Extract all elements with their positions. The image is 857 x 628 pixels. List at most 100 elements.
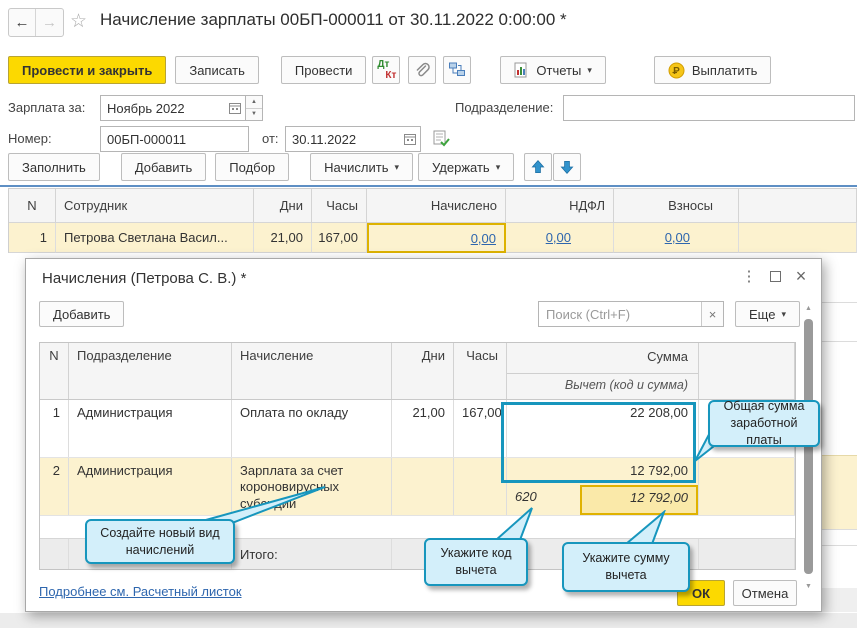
table-row[interactable]: 2 Администрация Зарплата за счет коронов… xyxy=(40,458,795,516)
totals-label-cell: Итого: xyxy=(232,539,392,569)
clear-search-icon[interactable]: × xyxy=(701,302,723,326)
contrib-link[interactable]: 0,00 xyxy=(664,230,690,245)
days-cell[interactable]: 21,00 xyxy=(392,400,454,457)
accrual-cell[interactable]: Оплата по окладу xyxy=(232,400,392,457)
payslip-link[interactable]: Подробнее см. Расчетный листок xyxy=(39,584,242,599)
calendar-icon[interactable] xyxy=(225,96,245,120)
dialog-title: Начисления (Петрова С. В.) * xyxy=(42,270,247,287)
withhold-button[interactable]: Удержать ▾ xyxy=(418,153,515,181)
col-header-hours[interactable]: Часы xyxy=(312,189,367,223)
col-header-employee[interactable]: Сотрудник xyxy=(56,189,254,223)
deduction-sum-cell[interactable] xyxy=(580,427,698,457)
more-button[interactable]: Еще ▾ xyxy=(735,301,800,327)
days-cell[interactable] xyxy=(392,458,454,515)
salary-period-input[interactable] xyxy=(101,96,225,120)
pick-button[interactable]: Подбор xyxy=(215,153,290,181)
number-input[interactable] xyxy=(101,127,248,151)
search-input[interactable] xyxy=(539,302,701,326)
col-header-n[interactable]: N xyxy=(40,343,69,399)
department-cell[interactable]: Администрация xyxy=(69,400,232,457)
accrued-cell-selected[interactable]: 0,00 xyxy=(367,223,506,253)
chevron-down-icon: ▾ xyxy=(587,64,592,75)
hours-cell[interactable]: 167,00 xyxy=(312,223,367,253)
hours-cell[interactable]: 167,00 xyxy=(454,400,507,457)
row-number-cell[interactable]: 2 xyxy=(40,458,69,515)
post-and-close-button[interactable]: Провести и закрыть xyxy=(8,56,167,84)
pay-button[interactable]: Р Выплатить xyxy=(653,56,772,84)
date-input[interactable] xyxy=(286,127,400,151)
close-icon[interactable]: × xyxy=(795,265,807,286)
post-button[interactable]: Провести xyxy=(280,56,367,84)
employees-table: N Сотрудник Дни Часы Начислено НДФЛ Взно… xyxy=(8,188,857,253)
col-header-contrib[interactable]: Взносы xyxy=(614,189,739,223)
number-field[interactable] xyxy=(100,126,249,152)
maximize-box xyxy=(769,270,781,282)
more-menu-icon[interactable]: ⋮ xyxy=(741,268,757,285)
salary-period-field[interactable] xyxy=(100,95,246,121)
contrib-cell[interactable]: 0,00 xyxy=(614,223,739,253)
department-cell[interactable]: Администрация xyxy=(69,458,232,515)
col-header-hours[interactable]: Часы xyxy=(454,343,507,399)
payslip-link-text[interactable]: Подробнее см. Расчетный листок xyxy=(39,584,242,599)
period-stepper[interactable]: ▲ ▼ xyxy=(246,95,263,121)
ndfl-cell[interactable]: 0,00 xyxy=(506,223,614,253)
ndfl-link[interactable]: 0,00 xyxy=(545,230,571,245)
accrued-link[interactable]: 0,00 xyxy=(470,230,496,246)
totals-filler-cell xyxy=(699,539,795,569)
col-header-accrued[interactable]: Начислено xyxy=(367,189,506,223)
create-based-on-button[interactable] xyxy=(432,129,450,150)
table-row[interactable]: 1 Петрова Светлана Васил... 21,00 167,00… xyxy=(9,223,857,253)
days-cell[interactable]: 21,00 xyxy=(254,223,312,253)
deduction-sum-cell-selected[interactable]: 12 792,00 xyxy=(579,485,698,515)
move-down-button[interactable] xyxy=(553,153,582,181)
department-field[interactable] xyxy=(563,95,855,121)
deduction-code-cell[interactable] xyxy=(507,427,580,457)
save-button[interactable]: Записать xyxy=(175,56,259,84)
structure-button[interactable] xyxy=(443,56,472,84)
scroll-down-icon[interactable]: ▼ xyxy=(805,582,812,590)
svg-text:Р: Р xyxy=(673,66,680,77)
row-filler-cell xyxy=(699,458,795,515)
reports-button[interactable]: Отчеты ▾ xyxy=(500,56,606,84)
attachments-button[interactable] xyxy=(408,56,437,84)
forward-icon[interactable]: → xyxy=(42,14,57,31)
col-header-sum[interactable]: Сумма Вычет (код и сумма) xyxy=(507,343,699,399)
accrue-label: Начислить xyxy=(324,159,389,175)
back-icon[interactable]: ← xyxy=(9,9,36,36)
sum-value[interactable]: 12 792,00 xyxy=(630,463,688,478)
cancel-button[interactable]: Отмена xyxy=(733,580,797,606)
callout-total-salary: Общая сумма заработной платы xyxy=(708,399,820,447)
move-up-button[interactable] xyxy=(524,153,553,181)
col-header-days[interactable]: Дни xyxy=(254,189,312,223)
sum-value[interactable]: 22 208,00 xyxy=(630,405,688,420)
deduction-code-cell[interactable]: 620 xyxy=(515,489,537,504)
scroll-up-icon[interactable]: ▲ xyxy=(805,304,812,312)
col-header-days[interactable]: Дни xyxy=(392,343,454,399)
dialog-add-button[interactable]: Добавить xyxy=(39,301,125,327)
calendar-icon[interactable] xyxy=(400,127,420,151)
maximize-icon[interactable] xyxy=(764,265,786,287)
row-number-cell[interactable]: 1 xyxy=(9,223,56,253)
step-down-icon[interactable]: ▼ xyxy=(251,111,257,118)
col-header-department[interactable]: Подразделение xyxy=(69,343,232,399)
withhold-label: Удержать xyxy=(432,159,490,175)
col-header-accrual[interactable]: Начисление xyxy=(232,343,392,399)
table-row[interactable]: 1 Администрация Оплата по окладу 21,00 1… xyxy=(40,400,795,458)
step-up-icon[interactable]: ▲ xyxy=(246,96,262,109)
employee-cell[interactable]: Петрова Светлана Васил... xyxy=(56,223,254,253)
row-number-cell[interactable]: 1 xyxy=(40,400,69,457)
col-header-ndfl[interactable]: НДФЛ xyxy=(506,189,614,223)
dtkt-postings-button[interactable]: Дт Кт xyxy=(372,56,401,84)
col-header-n[interactable]: N xyxy=(9,189,56,223)
fill-button[interactable]: Заполнить xyxy=(8,153,100,181)
salary-for-label: Зарплата за: xyxy=(8,100,86,115)
add-row-button[interactable]: Добавить xyxy=(120,153,207,181)
hours-cell[interactable] xyxy=(454,458,507,515)
accrue-button[interactable]: Начислить ▾ xyxy=(310,153,414,181)
department-input[interactable] xyxy=(564,96,854,120)
sum-cell[interactable]: 12 792,00 620 12 792,00 xyxy=(507,458,699,515)
background-highlight-row xyxy=(822,455,857,530)
favorite-star-icon[interactable]: ☆ xyxy=(70,11,88,32)
sum-cell[interactable]: 22 208,00 xyxy=(507,400,699,457)
date-field[interactable] xyxy=(285,126,421,152)
